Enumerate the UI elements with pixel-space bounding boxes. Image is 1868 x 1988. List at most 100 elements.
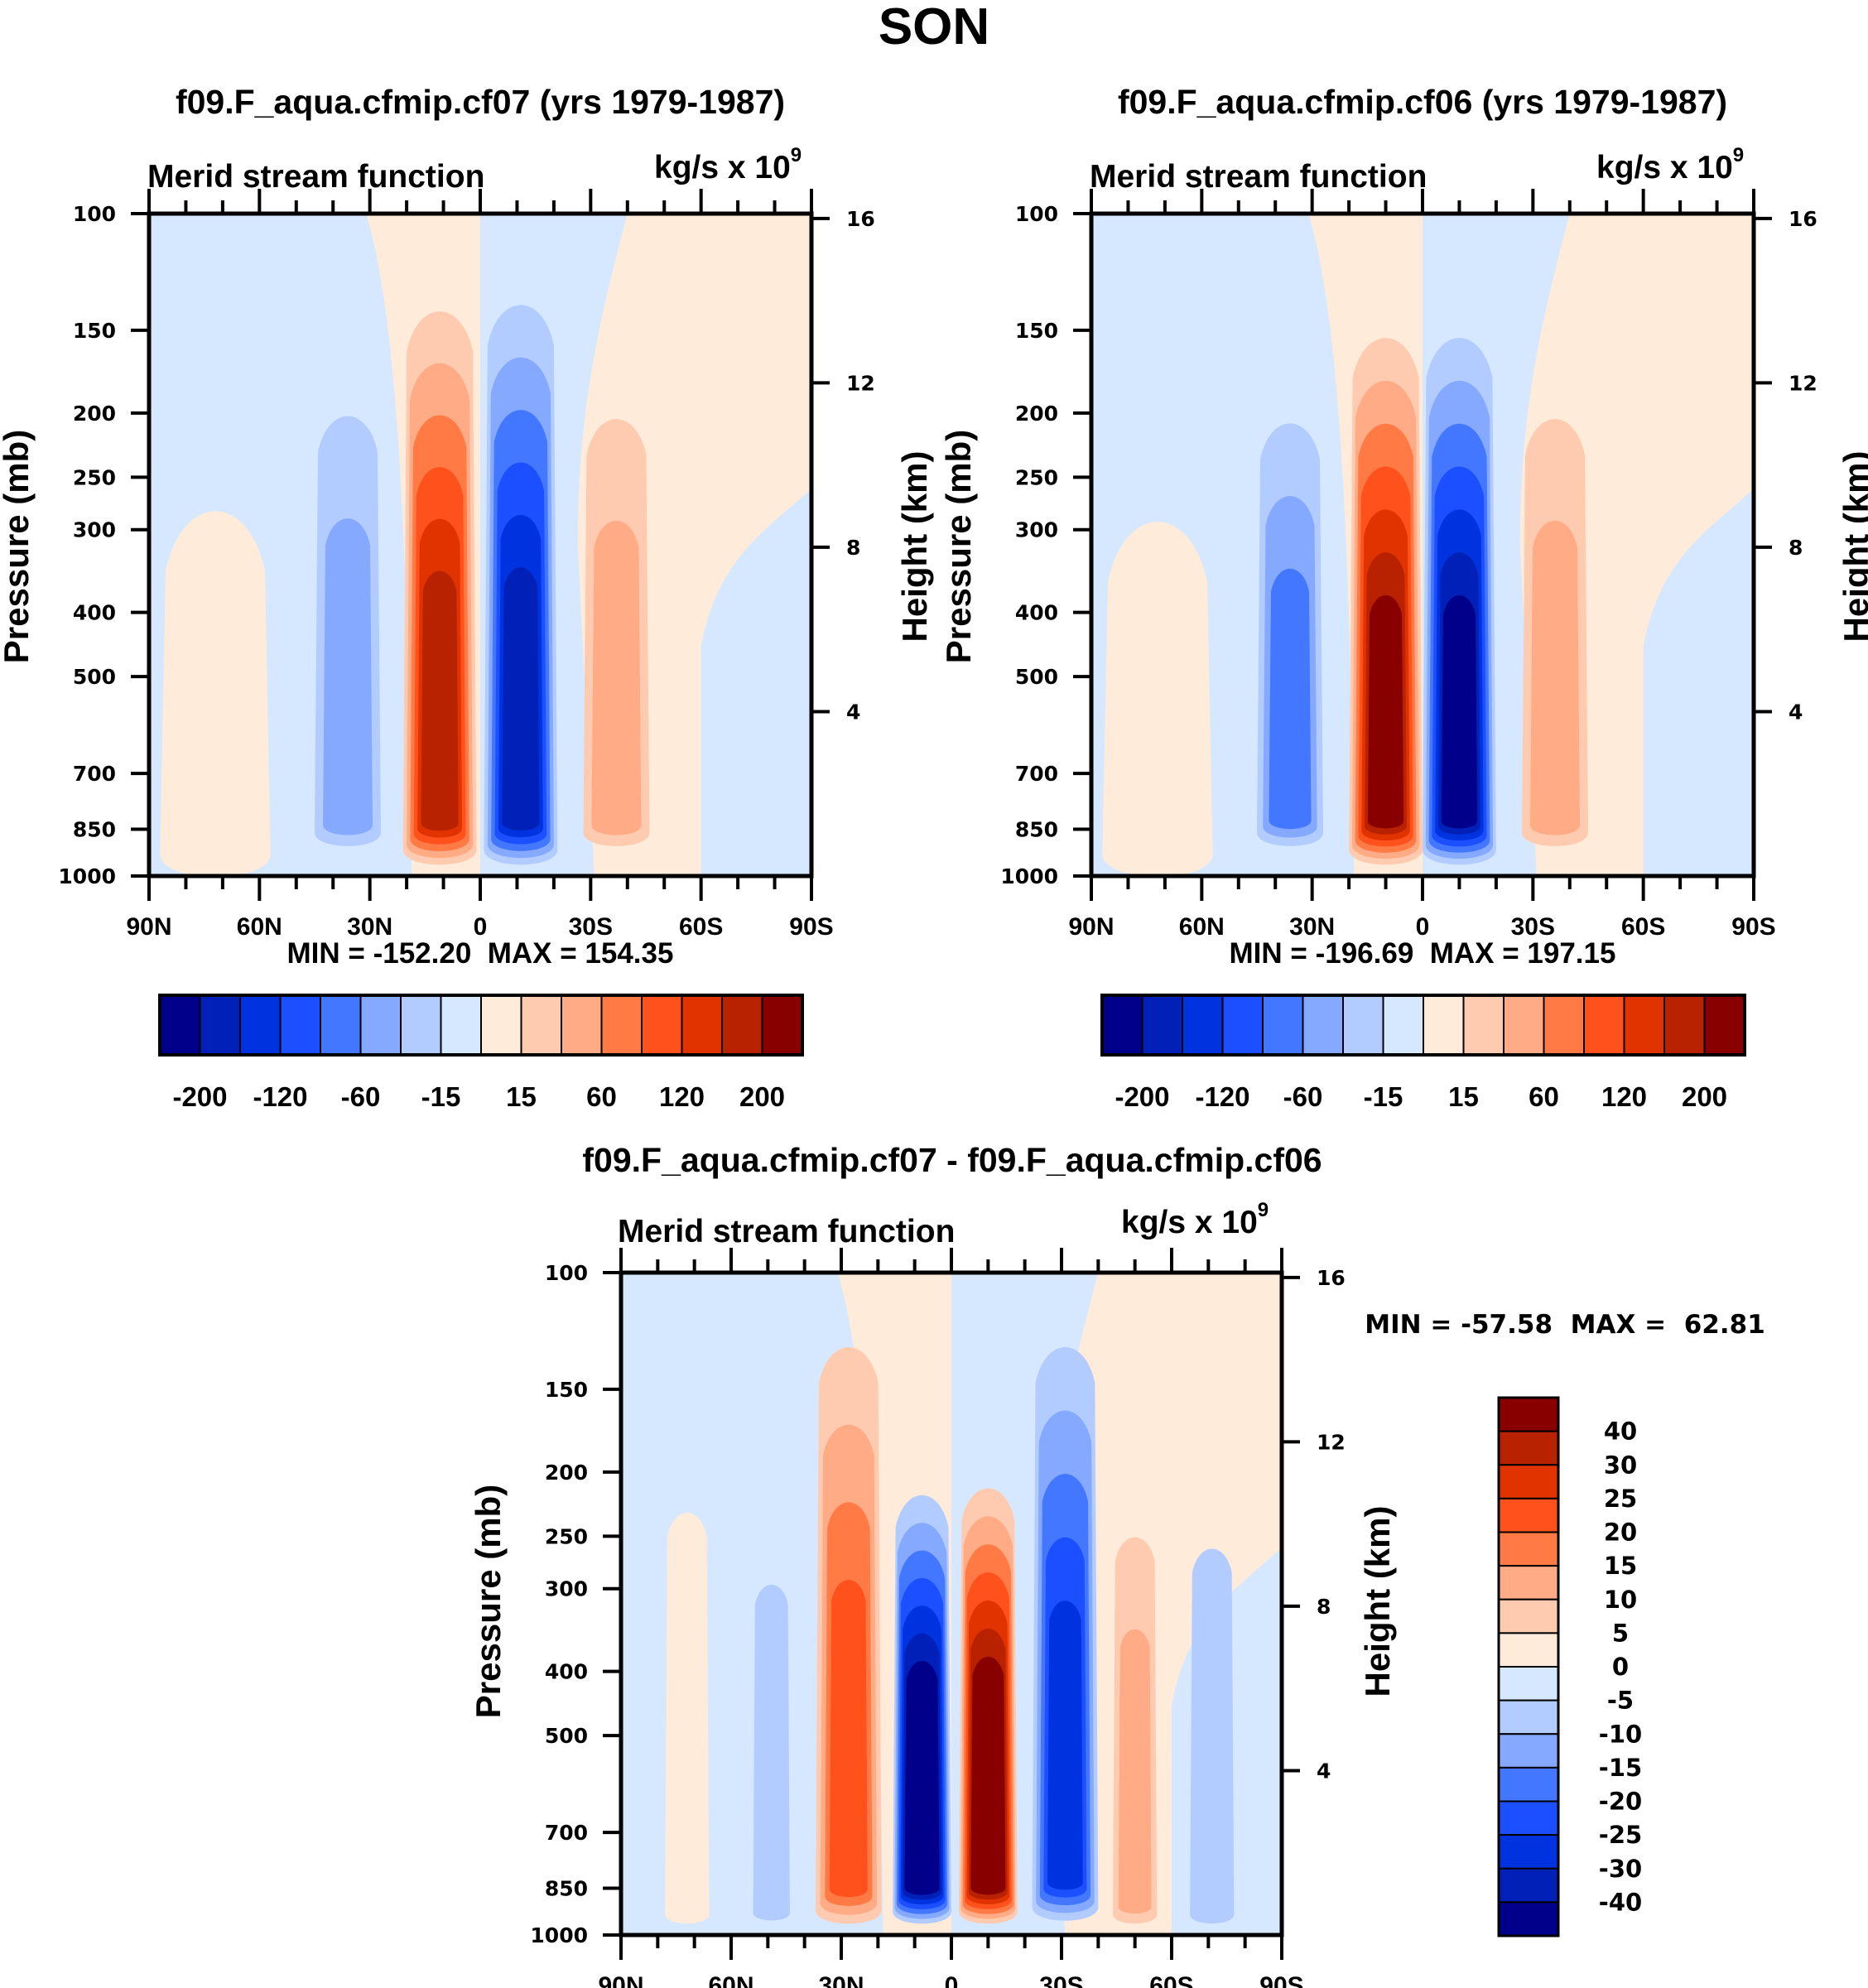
y-tick-label: 200 [545,1461,588,1485]
contour-cell-1-level-2 [1269,568,1312,830]
x-tick-label: 0 [1416,913,1430,941]
colorbar-label: -120 [1195,1081,1249,1112]
colorbar-label: 0 [1612,1653,1629,1681]
y-tick-label: 850 [1015,818,1058,842]
panel-3-units: kg/s x 109 [1121,1199,1269,1241]
colorbar-box [1498,1733,1559,1769]
colorbar-box [1498,1497,1559,1533]
panel-1-units-text: kg/s x 10 [654,150,791,185]
panel-2-minmax: MIN = -196.69 MAX = 197.15 [1229,937,1616,970]
x-tick-label: 60S [1621,913,1665,941]
colorbar-box [400,994,442,1056]
colorbar-box [1382,994,1424,1056]
colorbar-label: -15 [421,1081,461,1112]
contour-cell-4-level-1 [1530,520,1580,835]
colorbar-label: 5 [1612,1619,1629,1647]
colorbar-box [1498,1531,1559,1567]
colorbar-box [1543,994,1585,1056]
x-tick-label: 30N [1289,913,1335,941]
panel-3-units-exp: 9 [1257,1199,1269,1221]
y-tick-label: 100 [545,1261,588,1285]
contour-cell-3-level-6 [1441,594,1478,829]
y-tick-label: 1000 [1000,864,1058,888]
colorbar-frame [1497,1396,1560,1937]
y-right-tick-label: 8 [1789,536,1803,560]
contour-cell-7-level-0 [1190,1548,1235,1924]
colorbar-box [1462,994,1505,1056]
y-right-tick-label: 16 [846,207,875,231]
x-tick-label: 60S [1149,1972,1193,1988]
y-tick-label: 250 [1015,465,1058,489]
colorbar-label: 15 [1604,1552,1637,1580]
colorbar-label: 30 [1604,1451,1637,1479]
x-tick-label: 90S [1731,913,1775,941]
contour-cell-2-level-5 [421,570,459,831]
colorbar-box [641,994,683,1056]
contour-cell-0-level-0 [160,511,271,876]
colorbar-box [1221,994,1264,1056]
y-tick-label: 400 [545,1660,588,1684]
colorbar-box [1498,1397,1559,1432]
y-right-tick-label: 4 [1789,700,1803,724]
background-negative-region [700,488,811,876]
colorbar-label: -40 [1599,1888,1642,1916]
y-tick-label: 850 [73,818,116,842]
colorbar-box [1498,1867,1559,1904]
y-tick-label: 850 [545,1877,588,1901]
panel-2-left-string: Merid stream function [1090,159,1427,195]
colorbar-label: 120 [659,1081,705,1112]
y-tick-label: 250 [545,1524,588,1548]
x-tick-label: 90S [789,913,833,941]
colorbar-frame [1100,994,1746,1057]
colorbar-box [1498,1766,1559,1803]
y-tick-label: 150 [73,319,116,343]
x-tick-label: 60N [708,1972,753,1988]
colorbar-box [1498,1430,1559,1466]
panel-3-left-string: Merid stream function [618,1214,956,1249]
contour-cell-1-level-0 [753,1584,790,1921]
background-negative-region [1643,488,1754,876]
y-tick-label: 300 [545,1577,588,1601]
colorbar-label: 60 [586,1081,617,1112]
y-right-tick-label: 12 [1789,371,1817,395]
panel-1-units: kg/s x 109 [654,144,802,186]
y-tick-label: 200 [1015,402,1058,426]
x-tick-label: 60N [1179,913,1225,941]
colorbar-label: 25 [1604,1485,1637,1513]
colorbar-label: 10 [1604,1586,1637,1614]
colorbar-box [1498,1598,1559,1634]
colorbar-label: -120 [253,1081,307,1112]
x-tick-label: 30N [347,913,392,941]
colorbar-box [1498,1901,1559,1937]
y-tick-label: 300 [73,518,116,542]
x-tick-label: 90N [1068,913,1114,941]
colorbar-box [1663,994,1706,1056]
panel-3-units-text: kg/s x 10 [1121,1205,1258,1240]
panel-2-title: f09.F_aqua.cfmip.cf06 (yrs 1979-1987) [1117,83,1728,121]
contour-cell-3-level-8 [908,1716,936,1886]
y-tick-label: 100 [73,202,116,226]
plot-area [1091,214,1754,876]
panel-2-units-text: kg/s x 10 [1596,150,1733,185]
x-tick-label: 30N [818,1972,864,1988]
colorbar-box [1498,1800,1559,1836]
plot-area [621,1273,1282,1935]
contour-cell-0-level-0 [1102,522,1213,876]
colorbar-label: -200 [172,1081,227,1112]
figure-title: SON [878,0,990,55]
contour-cell-6-level-1 [1118,1629,1152,1913]
colorbar-label: -15 [1599,1754,1642,1782]
y-tick-label: 100 [1015,202,1058,226]
y-right-tick-label: 16 [1789,207,1817,231]
y-tick-label: 200 [73,402,116,426]
x-tick-label: 30S [569,913,613,941]
y-tick-label: 250 [73,465,116,489]
colorbar-label: 120 [1601,1081,1647,1112]
y-tick-label: 150 [1015,319,1058,343]
y-right-tick-label: 4 [846,700,860,724]
colorbar-box [1498,1464,1559,1499]
y-right-tick-label: 8 [846,536,860,560]
